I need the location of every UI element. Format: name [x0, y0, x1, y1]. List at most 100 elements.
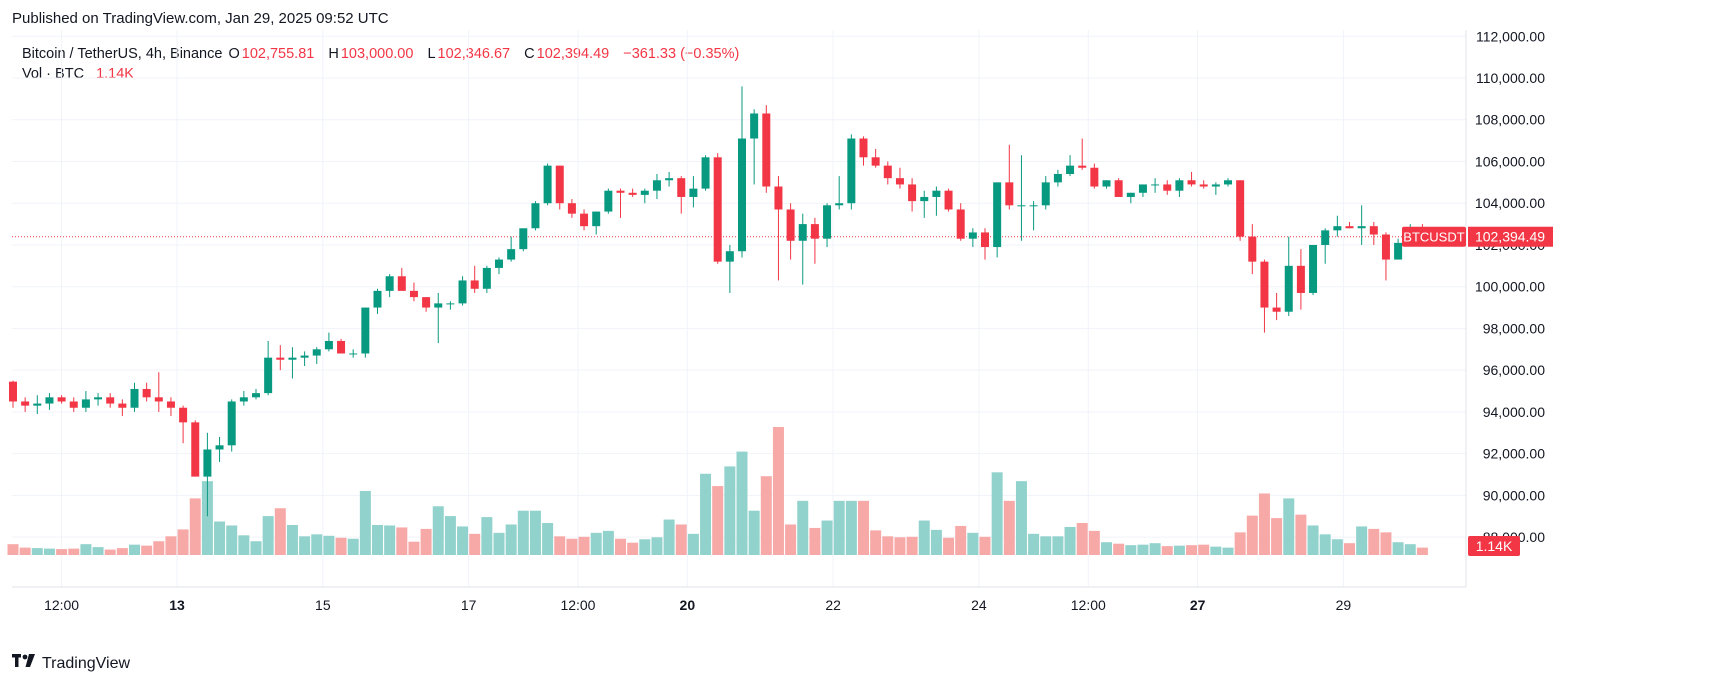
candle-body	[810, 224, 819, 239]
candle-body	[409, 290, 418, 298]
candle-body	[1005, 182, 1014, 206]
candle-body	[895, 178, 904, 185]
candle-body	[592, 211, 601, 227]
legend-low-label: L	[427, 46, 436, 62]
y-tick-label: 100,000.00	[1475, 279, 1545, 295]
candle-body	[239, 397, 248, 402]
candle-body	[276, 357, 285, 360]
candle-body	[166, 401, 175, 408]
candle-body	[203, 449, 212, 477]
candle-body	[1357, 226, 1366, 229]
x-tick-label: 22	[825, 597, 841, 613]
candle-body	[507, 249, 516, 260]
candle-body	[640, 190, 649, 195]
candle-body	[968, 232, 977, 239]
legend-symbol[interactable]: Bitcoin / TetherUS, 4h, Binance	[22, 46, 223, 62]
volume-bar	[1149, 543, 1161, 555]
candle-body	[689, 188, 698, 197]
candle-body	[823, 205, 832, 239]
volume-bar	[517, 510, 529, 555]
y-tick-label: 106,000.00	[1475, 153, 1545, 169]
last-price-tag-value: 102,394.49	[1475, 229, 1545, 245]
candle-body	[798, 224, 807, 241]
candle-body	[1272, 307, 1281, 312]
candle-body	[993, 182, 1002, 248]
volume-bar	[675, 524, 687, 555]
volume-bar	[7, 544, 19, 555]
candle-body	[1187, 180, 1196, 185]
candle-body	[470, 280, 479, 289]
legend-ohlc-row: Bitcoin / TetherUS, 4h, Binance O 102,755…	[22, 44, 749, 64]
volume-bar	[991, 472, 1003, 555]
legend-high-value: 103,000.00	[340, 46, 414, 62]
volume-bar	[1210, 546, 1222, 555]
volume-bar	[31, 548, 43, 555]
candle-body	[1333, 226, 1342, 231]
volume-bar	[1344, 543, 1355, 555]
candle-body	[1090, 167, 1099, 187]
candle-body	[725, 251, 734, 262]
volume-bar	[918, 520, 930, 555]
candle-body	[519, 228, 528, 250]
legend-close-label: C	[524, 46, 535, 62]
volume-bar	[323, 535, 335, 555]
candle-body	[847, 138, 856, 204]
candle-body	[944, 190, 953, 210]
volume-bar	[845, 500, 857, 555]
volume-bar	[165, 536, 177, 555]
volume-bar	[979, 536, 991, 555]
candle-body	[81, 399, 90, 408]
candle-body	[677, 178, 686, 197]
volume-bar	[627, 542, 639, 555]
candle-body	[665, 178, 674, 181]
x-tick-label: 12:00	[44, 597, 79, 613]
volume-bar	[712, 486, 724, 555]
y-tick-label: 94,000.00	[1483, 404, 1545, 420]
candle-body	[1394, 242, 1403, 260]
volume-bar	[214, 521, 226, 555]
candle-body	[713, 157, 722, 262]
y-tick-label: 104,000.00	[1475, 195, 1545, 211]
volume-bar	[1356, 526, 1368, 555]
candle-body	[495, 259, 503, 268]
volume-bar	[408, 541, 420, 555]
candle-body	[1248, 236, 1257, 262]
candle-body	[57, 397, 66, 402]
volume-bar	[116, 548, 128, 555]
volume-bar	[542, 523, 554, 555]
last-price-tag	[1468, 226, 1553, 247]
x-tick-label: 15	[315, 597, 331, 613]
legend-high-label: H	[328, 46, 339, 62]
volume-bar	[1173, 545, 1185, 555]
candle-body	[701, 157, 710, 189]
candle-body	[871, 157, 880, 166]
volume-bar	[1161, 546, 1173, 555]
volume-bar	[772, 427, 784, 555]
volume-bar	[1028, 533, 1040, 555]
x-tick-label: 29	[1336, 597, 1352, 613]
y-tick-label: 112,000.00	[1476, 30, 1545, 44]
volume-bar	[736, 451, 748, 555]
volume-bar	[1271, 518, 1283, 555]
candle-body	[1199, 184, 1208, 187]
x-tick-label: 27	[1190, 597, 1206, 613]
candle-body	[154, 397, 163, 402]
candle-body	[361, 307, 370, 354]
candle-body	[118, 403, 127, 408]
candle-body	[1381, 234, 1390, 260]
candlestick-chart[interactable]: 112,000.00 110,000.00 108,000.00 106,000.00…	[0, 30, 1713, 645]
volume-bar	[1368, 528, 1380, 555]
volume-bar	[396, 527, 408, 555]
volume-bar	[505, 524, 517, 555]
volume-bar	[201, 481, 213, 555]
price-axis-edge	[1555, 30, 1556, 587]
volume-bar	[444, 516, 456, 555]
y-tick-label: 90,000.00	[1483, 487, 1545, 503]
volume-bar	[384, 525, 396, 555]
volume-bar	[590, 532, 602, 555]
tradingview-logo-icon	[12, 654, 36, 673]
candle-body	[786, 209, 795, 241]
candle-body	[908, 184, 917, 202]
published-caption: Published on TradingView.com, Jan 29, 20…	[12, 10, 389, 27]
volume-bar	[335, 537, 347, 555]
